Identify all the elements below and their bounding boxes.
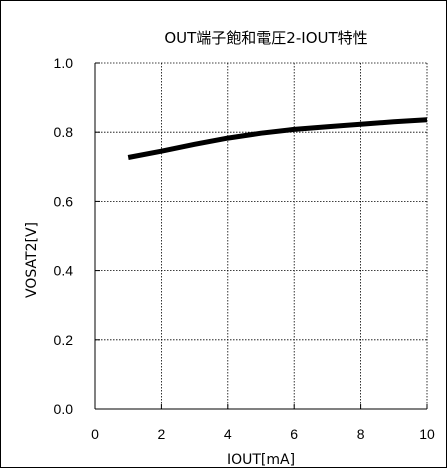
x-tick-label: 0 — [91, 426, 99, 442]
x-tick-label: 2 — [158, 426, 166, 442]
x-axis-label: IOUT[mA] — [227, 452, 295, 468]
x-tick-label: 6 — [290, 426, 298, 442]
x-tick-label: 8 — [357, 426, 365, 442]
y-tick-label: 1.0 — [54, 55, 74, 71]
axes — [94, 62, 428, 410]
y-tick-label: 0.6 — [54, 193, 74, 209]
y-tick-label: 0.0 — [54, 401, 74, 417]
x-tick-label: 10 — [419, 426, 435, 442]
y-tick-label: 0.8 — [54, 124, 74, 140]
series-layer — [127, 117, 428, 160]
x-tick-label: 4 — [224, 426, 232, 442]
y-tick-label: 0.2 — [54, 332, 74, 348]
y-tick-label: 0.4 — [54, 263, 74, 279]
y-axis-label: VOSAT2[V] — [24, 222, 40, 298]
tick-labels: 0.0 0.2 0.4 0.6 0.8 1.0 0 2 4 6 8 10 — [54, 55, 435, 442]
plot-area — [95, 63, 427, 409]
chart-title: OUT端子飽和電圧2-IOUT特性 — [164, 29, 367, 47]
series-line-0 — [127, 117, 428, 160]
